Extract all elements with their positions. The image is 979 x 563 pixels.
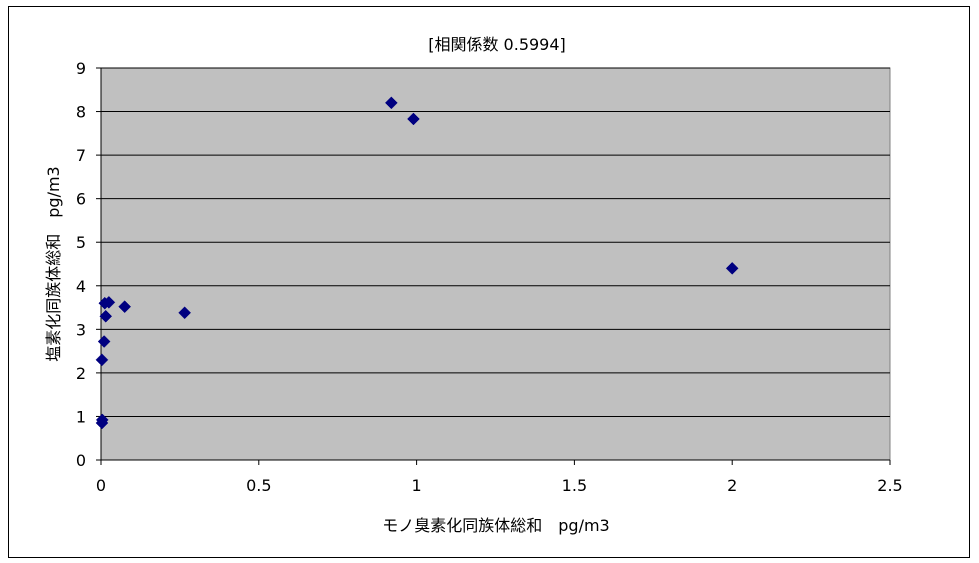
y-tick-label: 0 [76,451,86,470]
data-point-1 [95,413,109,427]
chart-title: [相関係数 0.5994] [428,35,566,54]
data-point-4 [99,309,113,323]
y-tick-label: 8 [76,103,86,122]
x-tick-label: 0 [96,476,106,495]
data-point-6 [102,295,116,309]
x-tick-label: 2 [727,476,737,495]
y-tick-label: 4 [76,277,86,296]
y-tick-label: 6 [76,190,86,209]
y-tick-label: 1 [76,407,86,426]
y-axis-title: 塩素化同族体総和 pg/m3 [44,166,63,361]
data-point-9 [384,96,398,110]
data-point-2 [95,353,109,367]
y-tick-label: 9 [76,59,86,78]
x-tick-label: 1 [412,476,422,495]
y-tick-label: 5 [76,233,86,252]
data-point-11 [725,262,739,275]
x-tick-label: 2.5 [877,476,902,495]
x-tick-labels: 0 0.5 1 1.5 2 2.5 [96,476,903,495]
gridlines [101,67,890,417]
data-point-7 [118,300,132,314]
x-tick-label: 1.5 [562,476,587,495]
data-points [95,96,739,430]
data-point-8 [178,306,191,320]
x-axis-title: モノ臭素化同族体総和 pg/m3 [382,516,609,535]
y-tick-label: 2 [76,364,86,383]
data-point-3 [97,335,111,348]
data-point-10 [407,112,420,126]
plot-area [100,67,891,461]
y-tick-label: 3 [76,320,86,339]
y-tick-labels: 0 1 2 3 4 5 6 7 8 9 [76,59,86,470]
y-tick-label: 7 [76,146,86,165]
axes [96,67,891,465]
x-tick-label: 0.5 [246,476,271,495]
